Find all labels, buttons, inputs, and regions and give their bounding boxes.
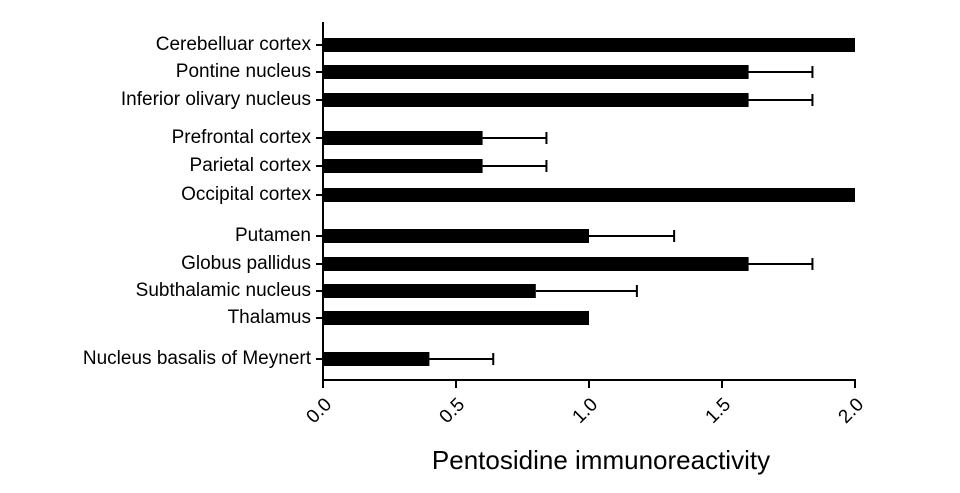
bar — [323, 352, 430, 366]
x-tick-label: 2.0 — [835, 394, 869, 428]
x-axis-label: Pentosidine immunoreactivity — [432, 445, 770, 475]
y-tick-label: Nucleus basalis of Meynert — [83, 348, 312, 369]
bar — [323, 93, 749, 107]
bar — [323, 188, 855, 202]
x-tick-label: 1.0 — [569, 394, 603, 428]
y-tick-label: Globus pallidus — [181, 253, 311, 274]
bar — [323, 159, 483, 173]
error-bar — [429, 353, 495, 365]
error-bar — [589, 230, 676, 242]
x-tick-label: 0.5 — [436, 394, 470, 428]
bar — [323, 38, 855, 52]
y-tick-label: Subthalamic nucleus — [136, 280, 311, 301]
y-tick-label: Thalamus — [228, 307, 311, 328]
error-bar — [482, 132, 548, 144]
x-tick-label: 1.5 — [702, 394, 736, 428]
error-bar — [748, 258, 814, 270]
error-bar — [748, 66, 814, 78]
bar — [323, 257, 749, 271]
bar — [323, 229, 589, 243]
y-tick-label: Cerebelluar cortex — [156, 34, 312, 55]
y-tick-label: Parietal cortex — [190, 155, 312, 176]
error-bar — [748, 94, 814, 106]
y-tick-label: Prefrontal cortex — [172, 127, 312, 148]
y-tick-label: Occipital cortex — [181, 184, 311, 205]
x-tick-label: 0.0 — [303, 394, 337, 428]
error-bar — [482, 160, 548, 172]
y-tick-label: Pontine nucleus — [176, 61, 311, 82]
y-tick-label: Putamen — [235, 225, 311, 246]
error-bar — [535, 285, 638, 297]
bar — [323, 65, 749, 79]
bar — [323, 311, 589, 325]
bar — [323, 131, 483, 145]
y-tick-label: Inferior olivary nucleus — [121, 89, 311, 110]
bar — [323, 284, 536, 298]
